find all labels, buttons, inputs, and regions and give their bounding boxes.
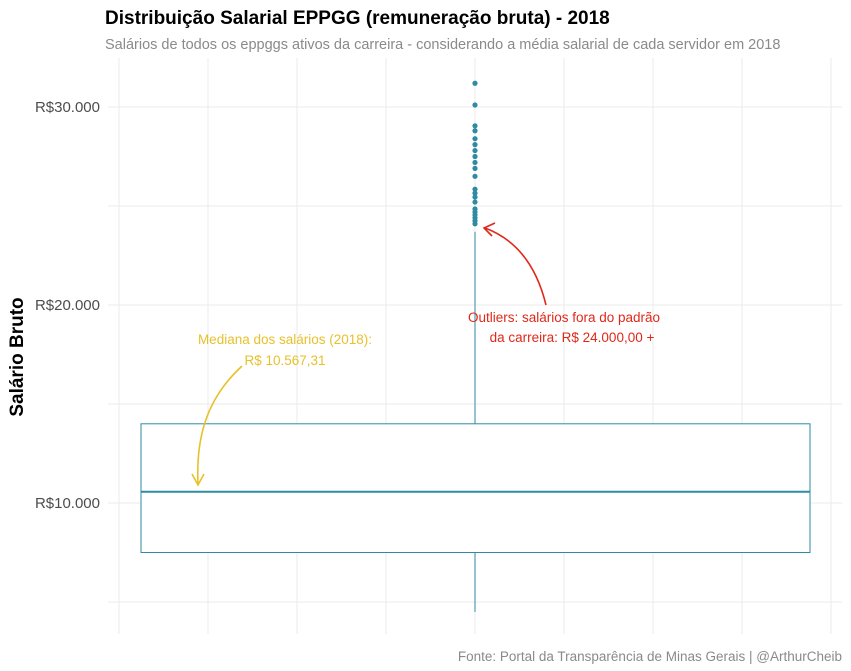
- annotations: Mediana dos salários (2018): R$ 10.567,31…: [191, 222, 660, 487]
- iqr-box: [140, 423, 811, 553]
- outlier-point: [472, 199, 478, 205]
- outlier-point: [472, 173, 478, 179]
- outlier-point: [472, 186, 478, 192]
- chart-caption: Fonte: Portal da Transparência de Minas …: [458, 649, 842, 664]
- outlier-arrow-head: [482, 222, 496, 237]
- outlier-point: [472, 190, 478, 196]
- outlier-point: [472, 206, 478, 212]
- y-tick-label: R$30.000: [35, 99, 100, 116]
- outlier-point: [472, 136, 478, 142]
- chart-title: Distribuição Salarial EPPGG (remuneração…: [105, 8, 610, 29]
- outlier-point: [472, 102, 478, 108]
- y-axis-ticks: R$10.000 R$20.000 R$30.000: [35, 99, 100, 512]
- outlier-arrow: [484, 227, 547, 306]
- median-arrow-head: [191, 473, 205, 487]
- outlier-annotation-line-1: Outliers: salários fora do padrão: [468, 310, 660, 325]
- outlier-point: [472, 159, 478, 166]
- outlier-point: [472, 80, 478, 86]
- y-tick-label: R$10.000: [35, 495, 100, 512]
- chart-subtitle: Salários de todos os eppggs ativos da ca…: [105, 37, 780, 53]
- outlier-point: [472, 123, 478, 129]
- outlier-group: [472, 80, 478, 227]
- median-annotation-line-1: Mediana dos salários (2018):: [198, 332, 372, 347]
- outlier-point: [472, 147, 478, 154]
- outlier-point: [472, 194, 478, 200]
- outlier-point: [472, 128, 478, 134]
- outlier-point: [472, 142, 478, 148]
- median-annotation-line-2: R$ 10.567,31: [244, 353, 325, 368]
- y-axis-label: Salário Bruto: [7, 297, 28, 416]
- median-arrow: [196, 365, 243, 485]
- outlier-point: [472, 153, 478, 160]
- y-tick-label: R$20.000: [35, 297, 100, 314]
- outlier-annotation-line-2: da carreira: R$ 24.000,00 +: [490, 330, 655, 345]
- outlier-point: [472, 165, 478, 171]
- box-group: [140, 231, 811, 612]
